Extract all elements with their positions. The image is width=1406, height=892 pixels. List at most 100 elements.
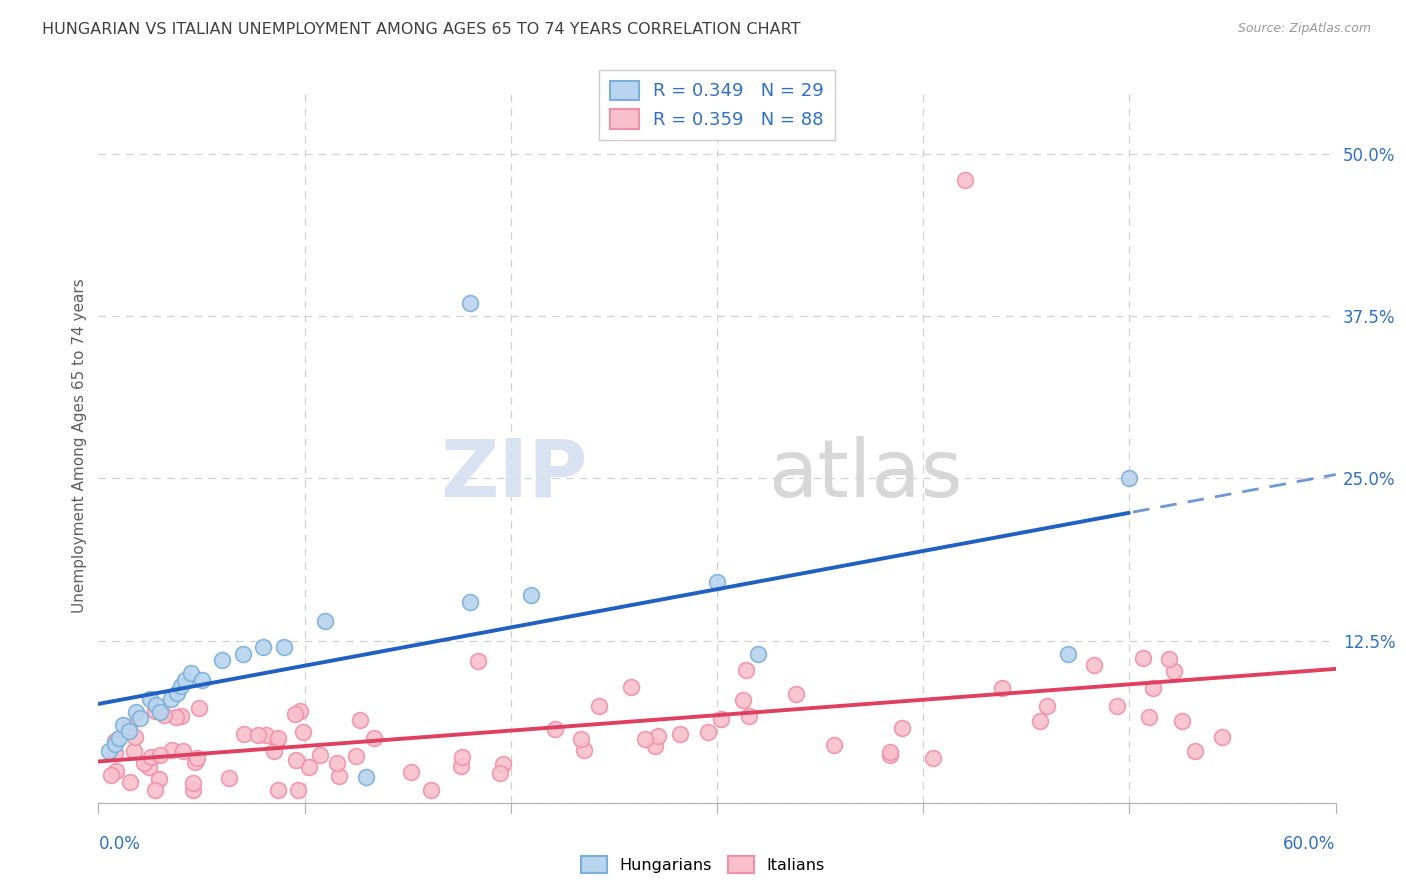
Y-axis label: Unemployment Among Ages 65 to 74 years: Unemployment Among Ages 65 to 74 years <box>72 278 87 614</box>
Point <box>118 724 141 739</box>
Point <box>139 750 162 764</box>
Point <box>104 738 127 752</box>
Point <box>186 751 208 765</box>
Point <box>263 744 285 758</box>
Point <box>104 746 127 760</box>
Point <box>232 727 254 741</box>
Point <box>458 296 481 310</box>
Point <box>266 733 288 747</box>
Point <box>108 731 131 745</box>
Point <box>308 747 330 762</box>
Point <box>1184 744 1206 758</box>
Point <box>356 770 378 784</box>
Point <box>1118 471 1140 485</box>
Point <box>349 713 371 727</box>
Point <box>267 731 290 745</box>
Point <box>174 673 197 687</box>
Point <box>1056 647 1078 661</box>
Point <box>588 698 610 713</box>
Legend: R = 0.349   N = 29, R = 0.359   N = 88: R = 0.349 N = 29, R = 0.359 N = 88 <box>599 70 835 140</box>
Point <box>211 653 233 667</box>
Point <box>122 743 145 757</box>
Point <box>328 769 350 783</box>
Point <box>148 772 170 786</box>
Point <box>991 681 1014 696</box>
Point <box>953 173 976 187</box>
Point <box>467 654 489 668</box>
Point <box>143 705 166 719</box>
Point <box>138 759 160 773</box>
Point <box>489 766 512 780</box>
Point <box>104 733 127 747</box>
Legend: Hungarians, Italians: Hungarians, Italians <box>575 849 831 880</box>
Point <box>458 595 481 609</box>
Point <box>1083 658 1105 673</box>
Point <box>1163 664 1185 678</box>
Point <box>1137 710 1160 724</box>
Point <box>97 744 120 758</box>
Point <box>100 767 122 781</box>
Point <box>879 747 901 762</box>
Point <box>117 720 139 734</box>
Point <box>124 730 146 744</box>
Point <box>139 692 162 706</box>
Point <box>149 748 172 763</box>
Point <box>879 745 901 759</box>
Point <box>363 731 385 745</box>
Point <box>706 575 728 590</box>
Point <box>181 776 204 790</box>
Point <box>326 756 349 770</box>
Point <box>572 743 595 757</box>
Point <box>922 751 945 765</box>
Point <box>218 771 240 785</box>
Point <box>285 753 308 767</box>
Point <box>569 732 592 747</box>
Text: 60.0%: 60.0% <box>1284 835 1336 854</box>
Point <box>267 782 290 797</box>
Point <box>128 711 150 725</box>
Point <box>166 685 188 699</box>
Point <box>112 718 135 732</box>
Point <box>287 782 309 797</box>
Point <box>450 759 472 773</box>
Point <box>273 640 295 654</box>
Point <box>492 757 515 772</box>
Point <box>165 710 187 724</box>
Point <box>145 698 167 713</box>
Point <box>710 712 733 726</box>
Point <box>188 700 211 714</box>
Point <box>153 708 176 723</box>
Point <box>314 614 336 628</box>
Point <box>451 749 474 764</box>
Point <box>159 692 181 706</box>
Text: HUNGARIAN VS ITALIAN UNEMPLOYMENT AMONG AGES 65 TO 74 YEARS CORRELATION CHART: HUNGARIAN VS ITALIAN UNEMPLOYMENT AMONG … <box>42 22 800 37</box>
Point <box>149 705 172 719</box>
Point <box>1142 681 1164 696</box>
Point <box>254 728 277 742</box>
Point <box>344 749 367 764</box>
Point <box>738 709 761 723</box>
Point <box>644 739 666 753</box>
Point <box>170 708 193 723</box>
Point <box>1105 699 1128 714</box>
Point <box>1157 652 1180 666</box>
Point <box>634 732 657 747</box>
Point <box>1211 730 1233 744</box>
Point <box>735 663 758 677</box>
Point <box>252 640 274 654</box>
Point <box>1132 651 1154 665</box>
Point <box>291 725 314 739</box>
Point <box>399 765 422 780</box>
Point <box>890 721 912 735</box>
Point <box>1036 698 1059 713</box>
Point <box>180 666 202 681</box>
Point <box>120 775 142 789</box>
Text: 0.0%: 0.0% <box>98 835 141 854</box>
Point <box>170 679 193 693</box>
Point <box>1170 714 1192 728</box>
Point <box>747 647 769 661</box>
Point <box>620 680 643 694</box>
Point <box>419 782 441 797</box>
Point <box>181 782 204 797</box>
Text: atlas: atlas <box>768 435 963 514</box>
